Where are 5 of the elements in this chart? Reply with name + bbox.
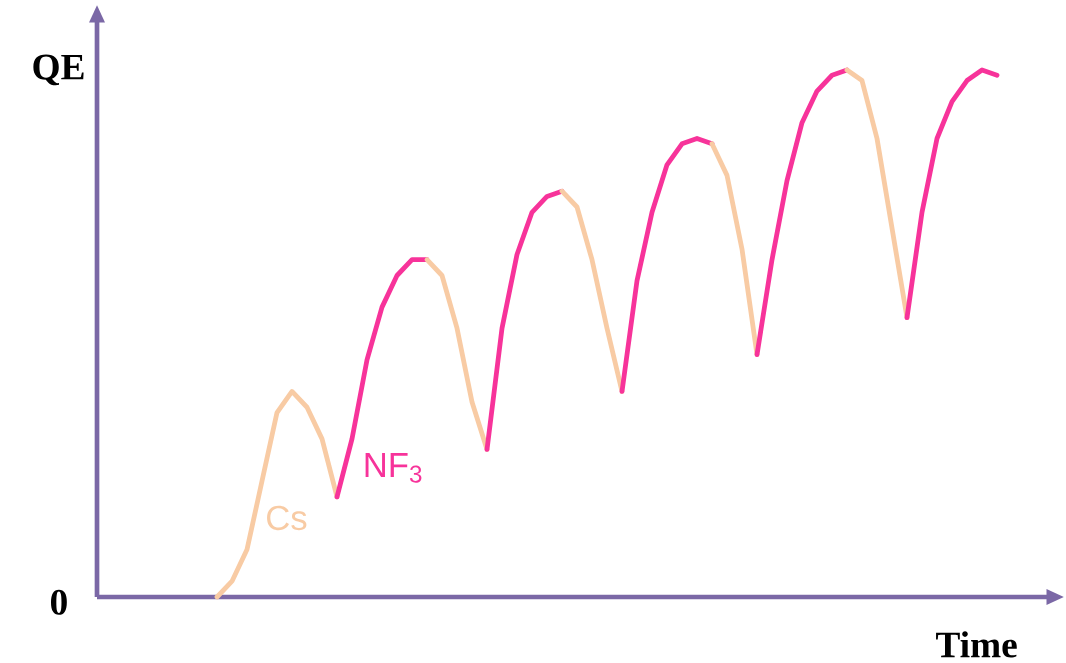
series-label: Cs bbox=[267, 505, 307, 531]
x-axis-title: Time bbox=[936, 631, 1017, 658]
text: 0 bbox=[51, 589, 67, 615]
y-axis-title: QE bbox=[33, 54, 84, 86]
series-label: NF$_{3}$ bbox=[365, 453, 422, 483]
